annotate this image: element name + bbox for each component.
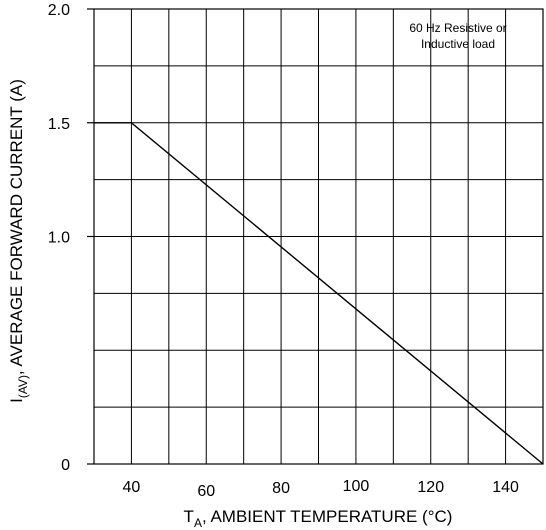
y-axis-label: I(AV), AVERAGE FORWARD CURRENT (A): [7, 79, 30, 403]
y-tick-label: 0: [61, 457, 70, 474]
x-tick-label: 140: [492, 479, 519, 496]
series-line: [94, 122, 544, 465]
y-tick-label: 1.5: [48, 116, 70, 133]
x-tick-labels: 40 60 80 100 120 140: [123, 478, 520, 500]
x-tick-label: 100: [343, 478, 370, 495]
series-layer: [94, 122, 544, 465]
y-tick-label: 2.0: [48, 2, 70, 19]
x-tick-label: 40: [123, 479, 141, 496]
y-axis-label-sub: (AV): [16, 375, 30, 398]
x-tick-label: 60: [197, 483, 215, 500]
x-axis-label-rest: , AMBIENT TEMPERATURE (°C): [202, 507, 453, 526]
y-axis-label-rest: , AVERAGE FORWARD CURRENT (A): [7, 79, 26, 375]
grid-lines: [94, 9, 543, 464]
x-axis-label: TA, AMBIENT TEMPERATURE (°C): [184, 507, 453, 530]
x-tick-label: 80: [272, 480, 290, 497]
y-tick-labels: 0 1.0 1.5 2.0: [48, 2, 94, 474]
x-tick-label: 120: [417, 479, 444, 496]
x-axis-label-sub: A: [194, 516, 202, 530]
x-axis-label-main: T: [184, 507, 194, 526]
y-axis-label-main: I: [7, 398, 26, 403]
y-tick-label: 1.0: [48, 230, 70, 247]
annotation-line-1: 60 Hz Resistive or: [409, 21, 506, 35]
annotation-line-2: Inductive load: [421, 37, 495, 51]
